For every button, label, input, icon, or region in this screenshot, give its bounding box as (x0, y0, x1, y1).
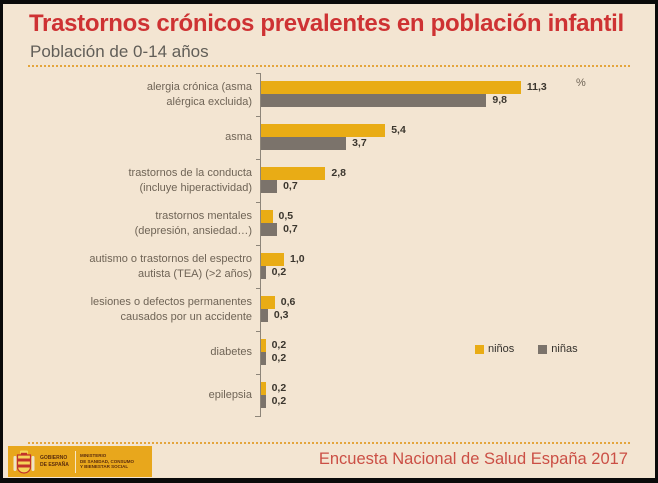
bar-ninos (261, 253, 284, 266)
chart-row: trastornos mentales (depresión, ansiedad… (28, 202, 630, 245)
bar-line: 0,2 (261, 395, 630, 408)
bar-ninas (261, 395, 266, 408)
bar-line: 1,0 (261, 253, 630, 266)
bar-line: 0,2 (261, 382, 630, 395)
bar-chart: % alergia crónica (asma alérgica excluid… (28, 73, 630, 425)
bar-ninas (261, 352, 266, 365)
bar-group: 0,6 0,3 (256, 288, 630, 331)
bar-ninas (261, 137, 347, 150)
ministry-line1: MINISTERIO (80, 452, 107, 458)
bar-line: 0,6 (261, 296, 630, 309)
chart-row: autismo o trastornos del espectro autist… (28, 245, 630, 288)
ministry-label: MINISTERIO DE SANIDAD, CONSUMO Y BIENEST… (80, 453, 134, 471)
bar-line: 0,2 (261, 266, 630, 279)
category-label: trastornos mentales (depresión, ansiedad… (134, 210, 252, 237)
value-label: 0,2 (271, 339, 287, 351)
bar-ninas (261, 94, 487, 107)
bar-line: 5,4 (261, 124, 630, 137)
value-label: 0,7 (283, 180, 298, 192)
page-title: Trastornos crónicos prevalentes en pobla… (29, 10, 624, 37)
chart-rows: alergia crónica (asma alérgica excluida)… (28, 73, 630, 417)
government-label: GOBIERNO DE ESPAÑA (40, 455, 73, 468)
bar-ninas (261, 309, 268, 322)
legend-item-ninos: niños (475, 343, 514, 355)
bar-line: 0,7 (261, 223, 630, 236)
bar-ninos (261, 382, 266, 395)
chart-row: alergia crónica (asma alérgica excluida)… (28, 73, 630, 116)
page-subtitle: Población de 0-14 años (30, 42, 209, 61)
value-label: 0,2 (271, 382, 287, 394)
bar-ninos (261, 210, 273, 223)
chart-row: epilepsia 0,2 0,2 (28, 374, 630, 417)
government-logo: GOBIERNO DE ESPAÑA MINISTERIO DE SANIDAD… (8, 446, 152, 477)
top-dotted-divider (28, 65, 630, 67)
bar-group: 0,2 0,2 (256, 331, 630, 374)
category-label: lesiones o defectos permanentes causados… (90, 296, 252, 323)
ninos-swatch-icon (475, 344, 484, 354)
spain-coat-of-arms-icon (13, 450, 35, 474)
bar-ninos (261, 339, 266, 352)
bar-ninas (261, 180, 278, 193)
bar-group: 11,3 9,8 (256, 73, 630, 116)
chart-legend: niños niñas (475, 343, 578, 355)
ministry-line3: Y BIENESTAR SOCIAL (80, 464, 129, 470)
bar-group: 0,5 0,7 (256, 202, 630, 245)
value-label: 1,0 (290, 253, 305, 265)
category-label: diabetes (210, 346, 252, 359)
value-label: 0,6 (280, 296, 296, 308)
chart-row: diabetes 0,2 0,2 (28, 331, 630, 374)
government-line2: DE ESPAÑA (40, 461, 69, 468)
value-label: 11,3 (526, 81, 547, 93)
value-label: 0,2 (271, 266, 287, 278)
category-label: asma (225, 131, 252, 144)
value-label: 0,7 (283, 223, 298, 235)
bar-group: 0,2 0,2 (256, 374, 630, 417)
percent-axis-label: % (576, 77, 586, 89)
bar-line: 0,3 (261, 309, 630, 322)
logo-separator (75, 450, 76, 473)
value-label: 0,2 (271, 395, 287, 407)
ninas-swatch-icon (538, 344, 548, 354)
category-label: autismo o trastornos del espectro autist… (89, 253, 252, 280)
bar-ninos (261, 296, 275, 309)
legend-item-ninas: niñas (538, 343, 578, 355)
bar-line: 2,8 (261, 167, 630, 180)
bar-line: 3,7 (261, 137, 630, 150)
bottom-dotted-divider (28, 442, 630, 444)
bar-line: 0,7 (261, 180, 630, 193)
ministry-line2: DE SANIDAD, CONSUMO (80, 458, 135, 464)
bar-line: 0,2 (261, 352, 630, 365)
value-label: 9,8 (492, 94, 507, 106)
legend-label-ninas: niñas (551, 343, 578, 355)
value-label: 0,5 (278, 210, 294, 222)
value-label: 0,2 (271, 352, 287, 364)
bar-line: 9,8 (261, 94, 630, 107)
source-caption: Encuesta Nacional de Salud España 2017 (318, 450, 628, 468)
bar-line: 0,2 (261, 339, 630, 352)
chart-row: trastornos de la conducta (incluye hiper… (28, 159, 630, 202)
category-label: trastornos de la conducta (incluye hiper… (128, 167, 252, 194)
bar-ninas (261, 266, 266, 279)
value-label: 5,4 (391, 124, 406, 136)
bar-ninos (261, 167, 326, 180)
category-label: epilepsia (208, 389, 252, 402)
value-label: 3,7 (352, 137, 367, 149)
bar-group: 1,0 0,2 (256, 245, 630, 288)
category-label: alergia crónica (asma alérgica excluida) (146, 81, 252, 108)
bar-ninas (261, 223, 278, 236)
chart-row: lesiones o defectos permanentes causados… (28, 288, 630, 331)
bar-ninos (261, 124, 386, 137)
bar-ninos (261, 81, 521, 94)
legend-label-ninos: niños (488, 343, 515, 355)
chart-row: asma 5,4 3,7 (28, 116, 630, 159)
government-line1: GOBIERNO (40, 455, 68, 462)
bar-group: 5,4 3,7 (256, 116, 630, 159)
bar-group: 2,8 0,7 (256, 159, 630, 202)
value-label: 2,8 (331, 167, 346, 179)
bar-line: 11,3 (261, 81, 630, 94)
bar-line: 0,5 (261, 210, 630, 223)
value-label: 0,3 (273, 309, 289, 321)
